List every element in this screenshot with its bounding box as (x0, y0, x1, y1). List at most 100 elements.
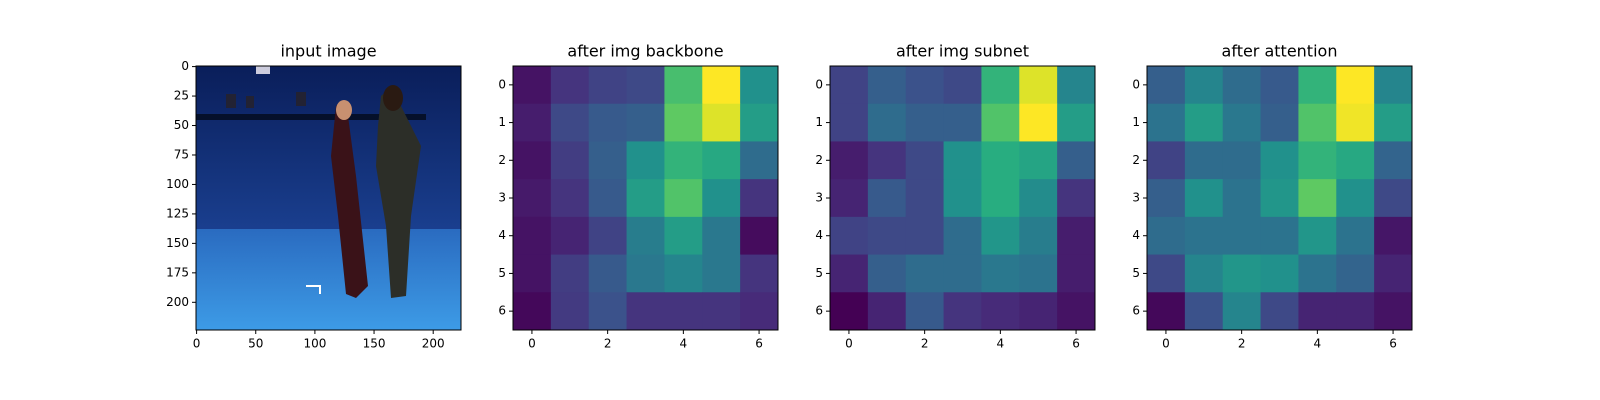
y-tick-label: 200 (166, 295, 189, 309)
heat-cell (1057, 292, 1096, 331)
y-tick-label: 1 (815, 115, 823, 129)
heat-cell (1057, 66, 1096, 105)
heat-cell (943, 179, 982, 218)
heat-cell (550, 216, 590, 256)
y-tick-label: 3 (498, 191, 506, 205)
heat-cell (1336, 141, 1375, 180)
heat-cell (702, 292, 741, 331)
heat-cell (1147, 254, 1186, 293)
heat-cell (1184, 216, 1224, 256)
heat-cell (1019, 292, 1058, 331)
heat-cell (1057, 141, 1096, 180)
x-tick-label: 2 (1238, 337, 1246, 351)
heat-cell (1222, 179, 1262, 218)
heat-cell (550, 141, 590, 180)
heat-cell (702, 103, 741, 142)
heat-cell (830, 66, 869, 105)
heat-cell (1298, 179, 1337, 218)
heat-cell (740, 179, 779, 218)
heat-cell (867, 292, 907, 331)
heat-cell (740, 292, 779, 331)
axes-frame (195, 65, 462, 331)
heat-cell (588, 216, 628, 256)
heat-cell (830, 216, 869, 256)
heat-cell (1260, 141, 1299, 180)
panel-title: after img backbone (567, 42, 723, 61)
heat-cell (1374, 103, 1413, 142)
heat-cell (702, 254, 741, 293)
x-tick-label: 200 (422, 337, 445, 351)
heat-cell (1147, 66, 1186, 105)
y-tick-label: 4 (1132, 228, 1140, 242)
heat-cell (1222, 216, 1262, 256)
y-tick-label: 5 (1132, 266, 1140, 280)
x-tick-label: 0 (528, 337, 536, 351)
heat-cell (588, 292, 628, 331)
heat-cell (664, 179, 703, 218)
heat-cell (588, 179, 628, 218)
heat-cell (1336, 216, 1375, 256)
heat-cell (702, 216, 741, 256)
heat-cell (588, 66, 628, 105)
heat-cell (981, 66, 1020, 105)
heat-cell (626, 66, 665, 105)
heat-cell (702, 141, 741, 180)
heat-cell (1298, 103, 1337, 142)
heat-cell (626, 254, 665, 293)
heat-cell (740, 216, 779, 256)
heat-cell (1222, 103, 1262, 142)
heat-cell (1374, 216, 1413, 256)
y-tick-label: 6 (498, 304, 506, 318)
input-photo (196, 66, 461, 330)
x-tick-label: 100 (303, 337, 326, 351)
x-tick-label: 0 (1162, 337, 1170, 351)
y-tick-label: 2 (1132, 153, 1140, 167)
heat-cell (1019, 254, 1058, 293)
y-tick-label: 6 (1132, 304, 1140, 318)
heat-cell (513, 103, 552, 142)
heat-cell (1260, 216, 1299, 256)
heat-cell (1336, 254, 1375, 293)
heat-cell (740, 141, 779, 180)
x-tick-label: 2 (604, 337, 612, 351)
heat-cell (1019, 103, 1058, 142)
heat-cell (664, 141, 703, 180)
heat-cell (626, 179, 665, 218)
heat-cell (740, 66, 779, 105)
heat-cell (1147, 292, 1186, 331)
y-tick-label: 150 (166, 236, 189, 250)
heat-cell (1374, 141, 1413, 180)
x-tick-label: 6 (1389, 337, 1397, 351)
x-tick-label: 6 (1072, 337, 1080, 351)
heat-cell (626, 141, 665, 180)
heat-cell (905, 216, 945, 256)
heat-cell (1336, 66, 1375, 105)
y-tick-label: 0 (181, 59, 189, 73)
heat-cell (513, 254, 552, 293)
heat-cell (1374, 292, 1413, 331)
heat-cell (905, 103, 945, 142)
heat-cell (550, 66, 590, 105)
heat-cell (588, 103, 628, 142)
heat-cell (1336, 103, 1375, 142)
heat-cell (1057, 216, 1096, 256)
heat-cell (943, 66, 982, 105)
heat-cell (626, 103, 665, 142)
heat-cell (1222, 254, 1262, 293)
heat-cell (981, 254, 1020, 293)
y-tick-label: 2 (498, 153, 506, 167)
heat-cell (1374, 254, 1413, 293)
x-tick-label: 4 (1314, 337, 1322, 351)
heat-cell (1336, 179, 1375, 218)
heat-cell (1260, 292, 1299, 331)
y-tick-label: 2 (815, 153, 823, 167)
heat-cell (550, 292, 590, 331)
heat-cell (664, 254, 703, 293)
heat-cell (1184, 66, 1224, 105)
y-tick-label: 25 (174, 89, 189, 103)
heat-cell (1184, 179, 1224, 218)
heat-cell (1298, 66, 1337, 105)
heat-cell (1222, 292, 1262, 331)
heat-cell (943, 292, 982, 331)
